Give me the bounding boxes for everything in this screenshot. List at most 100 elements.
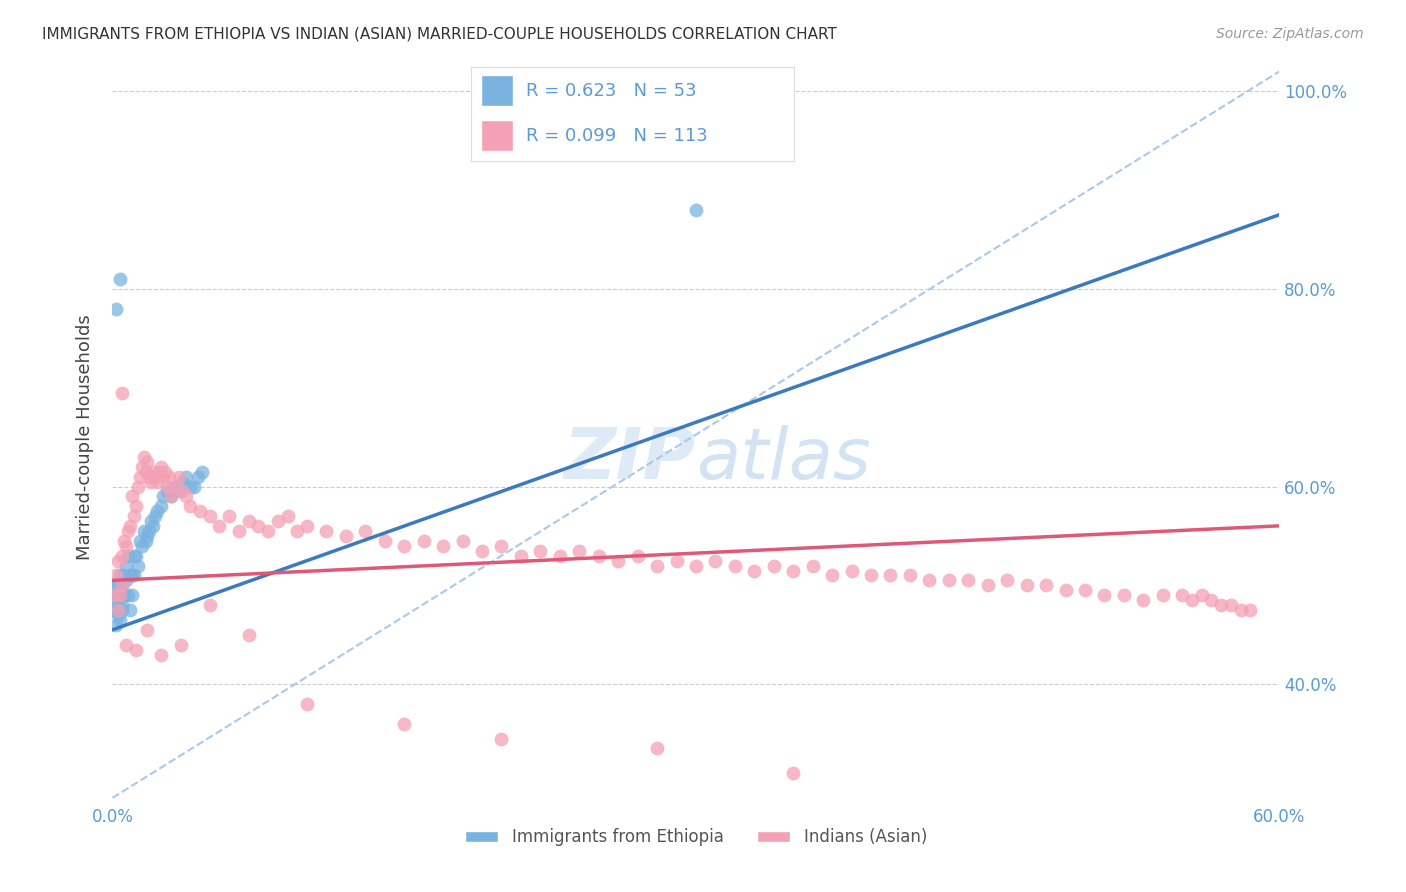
Point [136,623,159,637]
Point [125,549,148,563]
Point [1035,578,1057,592]
Point [112,533,135,548]
Point [148,465,170,479]
Point [172,475,194,489]
Point [121,489,143,503]
Point [118,603,141,617]
Point [374,533,396,548]
Point [238,514,260,528]
Point [176,489,198,503]
Point [115,638,138,652]
Point [128,469,150,483]
Point [110,588,132,602]
Point [183,479,205,493]
Point [1152,588,1174,602]
Point [354,524,377,538]
Point [198,509,221,524]
Point [1112,588,1135,602]
Point [548,549,571,563]
Point [179,500,201,514]
Point [103,588,125,602]
Point [115,574,138,588]
Point [156,479,179,493]
Point [976,578,998,592]
Point [491,539,513,553]
Point [1239,603,1261,617]
Point [111,549,134,563]
Point [111,578,134,592]
Point [172,484,194,499]
Point [105,578,128,592]
Point [471,543,494,558]
Point [150,500,173,514]
Point [107,593,129,607]
Point [163,479,186,493]
Text: Source: ZipAtlas.com: Source: ZipAtlas.com [1216,27,1364,41]
Point [860,568,883,582]
Point [179,479,201,493]
Point [821,568,844,582]
Point [841,564,863,578]
Point [176,469,198,483]
Point [247,519,270,533]
Text: R = 0.099   N = 113: R = 0.099 N = 113 [526,128,707,145]
Point [131,539,153,553]
Point [394,716,416,731]
Point [132,450,155,464]
Point [105,301,128,316]
Point [142,465,165,479]
Point [152,469,174,483]
Point [1181,593,1204,607]
Point [111,603,134,617]
Point [218,509,240,524]
Point [1132,593,1154,607]
Point [315,524,337,538]
Point [110,568,132,582]
Point [127,558,149,573]
Point [135,533,157,548]
Point [153,465,176,479]
Point [491,731,513,746]
Point [267,514,290,528]
Point [1229,603,1251,617]
Point [898,568,921,582]
Point [118,519,141,533]
Point [938,574,960,588]
Point [169,638,191,652]
Point [138,524,160,538]
Point [141,514,163,528]
Point [276,509,298,524]
Point [509,549,531,563]
Point [103,588,125,602]
Point [110,588,132,602]
Point [128,533,150,548]
Point [451,533,474,548]
Point [157,469,180,483]
Point [879,568,901,582]
Point [138,469,160,483]
Point [135,465,157,479]
Point [105,618,128,632]
Point [125,642,148,657]
Point [156,484,179,499]
Point [150,648,173,662]
Point [762,558,785,573]
Point [191,465,214,479]
Point [132,524,155,538]
Point [105,598,128,612]
Point [115,539,138,553]
Point [122,549,145,563]
Point [285,524,308,538]
Point [110,613,132,627]
Point [607,554,630,568]
Point [107,607,129,622]
Point [744,564,766,578]
Point [117,524,139,538]
Point [529,543,551,558]
Point [107,578,129,592]
Point [238,628,260,642]
Point [141,475,163,489]
Point [167,469,190,483]
Point [167,484,190,499]
Text: ZIP: ZIP [564,425,696,493]
